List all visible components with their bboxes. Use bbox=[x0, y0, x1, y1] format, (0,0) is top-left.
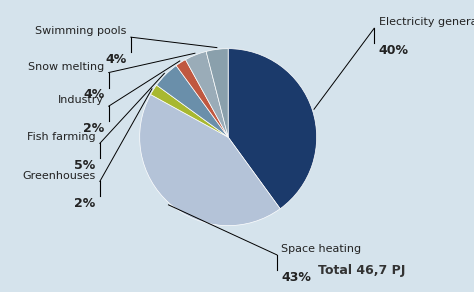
Text: Total 46,7 PJ: Total 46,7 PJ bbox=[318, 264, 405, 277]
Wedge shape bbox=[140, 95, 280, 226]
Text: 5%: 5% bbox=[74, 159, 95, 172]
Text: Space heating: Space heating bbox=[281, 244, 361, 254]
Wedge shape bbox=[176, 60, 228, 137]
Text: 2%: 2% bbox=[74, 197, 95, 210]
Text: Greenhouses: Greenhouses bbox=[22, 171, 95, 180]
Text: Snow melting: Snow melting bbox=[28, 62, 104, 72]
Text: Electricity generation: Electricity generation bbox=[379, 18, 474, 27]
Wedge shape bbox=[151, 85, 228, 137]
Wedge shape bbox=[185, 51, 228, 137]
Text: 4%: 4% bbox=[83, 88, 104, 102]
Text: 40%: 40% bbox=[379, 44, 409, 57]
Text: 43%: 43% bbox=[281, 271, 311, 284]
Wedge shape bbox=[156, 66, 228, 137]
Wedge shape bbox=[228, 49, 317, 209]
Text: Fish farming: Fish farming bbox=[27, 133, 95, 142]
Text: 2%: 2% bbox=[83, 122, 104, 135]
Text: 4%: 4% bbox=[105, 53, 127, 66]
Text: Industry: Industry bbox=[58, 95, 104, 105]
Wedge shape bbox=[206, 49, 228, 137]
Text: Swimming pools: Swimming pools bbox=[35, 26, 127, 36]
